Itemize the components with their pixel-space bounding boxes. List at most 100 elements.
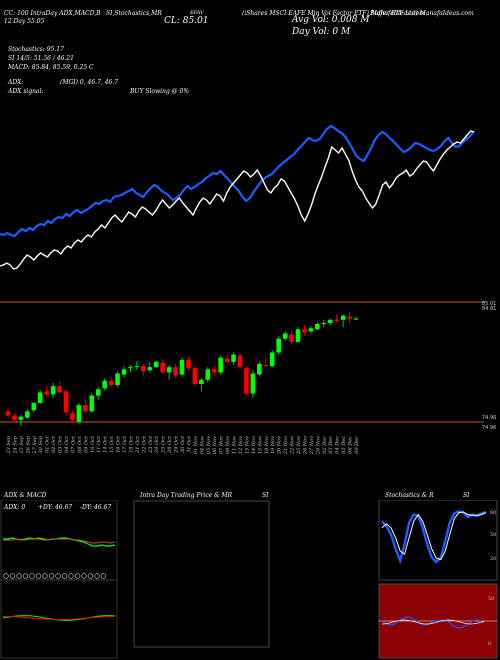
adx-line-orange <box>3 538 116 544</box>
date-label: 26 Nov <box>302 436 308 455</box>
date-label: 04 Nov <box>199 436 205 454</box>
date-label: 25 Oct <box>161 435 167 454</box>
adx-dot <box>16 573 22 579</box>
stoch-si-label: SI <box>463 492 470 499</box>
macd-line-red <box>3 615 116 621</box>
date-label: 04 Dec <box>335 436 341 454</box>
candle-body <box>44 391 49 395</box>
stoch-tick-50: 50 <box>490 532 496 538</box>
date-label: 05 Nov <box>206 436 212 454</box>
candle-body <box>18 416 24 420</box>
date-label: 09 Dec <box>354 436 360 454</box>
date-label: 30 Sep <box>38 435 44 453</box>
date-label: 24 Sep <box>12 435 18 454</box>
stoch-tick-20: 20 <box>490 556 496 562</box>
adx-dot <box>22 573 29 579</box>
date-label: 14 Oct <box>103 435 109 453</box>
candle-body <box>166 367 172 373</box>
adx-dot <box>55 573 61 579</box>
adx-dot <box>35 573 42 579</box>
candle-body <box>57 386 62 393</box>
candle-body <box>179 359 185 375</box>
stoch-k-line <box>381 510 487 565</box>
date-label: 26 Sep <box>25 435 31 454</box>
price-ma-chart <box>0 124 475 270</box>
date-label: 27 Nov <box>309 436 315 455</box>
ticker-label: EFAV <box>190 10 204 16</box>
candle-body <box>302 329 307 333</box>
date-label: 30 Oct <box>180 435 186 453</box>
candle-body <box>321 322 327 324</box>
candle-body <box>89 395 95 412</box>
adx-dot <box>81 573 87 579</box>
price-line <box>0 130 475 270</box>
date-label: 31 Oct <box>186 435 192 453</box>
adx-dot-markers <box>3 573 107 579</box>
date-label: 07 Oct <box>70 435 76 453</box>
candle-body <box>250 373 256 394</box>
candle-body <box>37 392 43 403</box>
adx-signal-label: ADX signal: <box>8 88 44 95</box>
adx-dot <box>74 573 81 579</box>
adx-dot <box>48 573 55 579</box>
date-label: 08 Oct <box>77 435 83 453</box>
candlestick-chart: 85.01 84.81 74.96 74.96 <box>0 301 496 431</box>
candle-body <box>115 373 120 386</box>
candle-body <box>211 369 217 373</box>
adx-label: ADX: <box>8 79 24 86</box>
adx-dot <box>68 573 74 579</box>
adx-panel-frame <box>0 500 118 659</box>
candle-body <box>25 411 30 418</box>
adx-dot <box>9 573 16 579</box>
date-label: 15 Nov <box>257 436 263 454</box>
candle-body <box>5 411 11 416</box>
stoch-d-line <box>381 511 487 561</box>
date-label: 02 Dec <box>322 436 328 454</box>
adx-dot <box>42 573 48 579</box>
date-label: 01 Nov <box>193 436 199 454</box>
date-label: 28 Oct <box>167 435 173 454</box>
candle-body <box>315 324 320 330</box>
date-label: 04 Oct <box>64 435 70 453</box>
date-label: 21 Oct <box>135 435 141 454</box>
candle-body <box>353 318 359 320</box>
candle-body <box>128 367 133 369</box>
candle-body <box>102 380 107 389</box>
candle-body <box>186 359 191 369</box>
candle-body <box>141 366 146 372</box>
stoch-upper-frame <box>378 500 498 581</box>
candle-body <box>205 369 211 380</box>
date-label: 06 Nov <box>212 436 218 454</box>
stochastics-readout: Stochastics: 95.17 <box>8 46 64 53</box>
date-label: 25 Nov <box>296 436 302 455</box>
adx-annotation-1: ADX: 0 <box>3 504 25 511</box>
adx-annotation-2: +DY: 46.67 <box>38 504 72 511</box>
date-label: 03 Dec <box>328 436 334 454</box>
adx-dot <box>61 573 68 579</box>
candle-body <box>147 367 153 371</box>
candle-body <box>160 362 165 373</box>
date-axis: 23 Sep 24 Sep 25 Sep 26 Sep 27 Sep 30 Sep 01 O… <box>6 435 360 455</box>
date-label: 13 Nov <box>244 436 250 454</box>
candle-body <box>289 334 294 342</box>
ytick-upper-1: 85.01 <box>482 301 496 307</box>
header-title-3: (iShares MSCI EAFE Min Vol Factor ETF) M… <box>242 10 425 17</box>
candle-body <box>12 415 17 420</box>
candle-body <box>282 333 288 339</box>
adx-dot <box>87 573 94 579</box>
candle-body <box>340 315 346 320</box>
candle-body <box>308 328 314 332</box>
candle-body <box>134 366 140 368</box>
date-label: 29 Oct <box>174 435 180 454</box>
candle-body <box>218 357 223 373</box>
ytick-upper-2: 84.81 <box>482 306 496 312</box>
date-label: 19 Nov <box>270 436 276 454</box>
ytick-lower-2: 74.96 <box>482 425 496 431</box>
stoch-lower-tick-50: 50 <box>488 596 494 602</box>
date-label: 15 Oct <box>109 435 115 453</box>
avg-vol-label: Avg Vol: 0.008 M <box>292 15 370 25</box>
candle-body <box>334 319 339 321</box>
candle-body <box>108 380 114 386</box>
williams-r-signal <box>381 619 485 625</box>
date-label: 07 Nov <box>219 436 225 454</box>
